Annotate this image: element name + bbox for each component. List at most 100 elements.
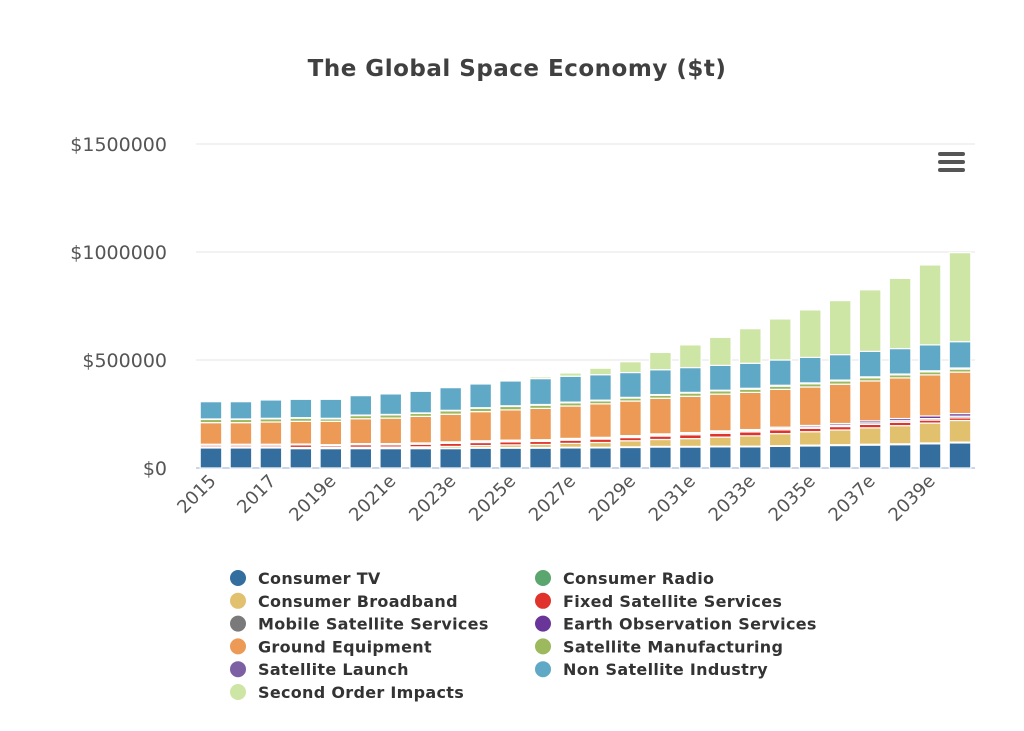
legend-item[interactable]: Second Order Impacts [230,683,464,702]
bar-non-satellite-industry[interactable] [948,341,972,369]
legend-item[interactable]: Earth Observation Services [535,615,817,634]
bar-ground-equipment[interactable] [439,413,463,443]
legend-item[interactable]: Mobile Satellite Services [230,615,489,634]
bar-consumer-broadband[interactable] [768,433,792,447]
bar-non-satellite-industry[interactable] [619,371,642,398]
bar-ground-equipment[interactable] [559,405,582,440]
bar-consumer-broadband[interactable] [798,431,822,446]
bar-ground-equipment[interactable] [948,371,972,415]
hamburger-menu-icon[interactable] [938,152,965,172]
bar-non-satellite-industry[interactable] [918,344,942,372]
bar-consumer-tv[interactable] [379,447,403,469]
bar-consumer-tv[interactable] [918,443,942,469]
bar-consumer-tv[interactable] [229,447,253,469]
legend-item[interactable]: Fixed Satellite Services [535,592,782,611]
bar-consumer-tv[interactable] [469,447,493,469]
legend-item[interactable]: Non Satellite Industry [535,660,768,679]
bar-consumer-tv[interactable] [409,447,433,469]
bar-consumer-tv[interactable] [259,447,283,469]
bar-consumer-tv[interactable] [738,446,762,469]
bar-consumer-broadband[interactable] [948,419,972,443]
bar-second-order-impacts[interactable] [559,372,582,377]
bar-second-order-impacts[interactable] [678,344,702,369]
bar-consumer-broadband[interactable] [619,440,642,448]
bar-non-satellite-industry[interactable] [768,359,792,386]
legend-item[interactable]: Consumer Radio [535,569,714,588]
bar-consumer-tv[interactable] [708,446,732,469]
bar-non-satellite-industry[interactable] [798,356,822,384]
bar-second-order-impacts[interactable] [619,361,642,374]
bar-non-satellite-industry[interactable] [439,387,463,411]
bar-ground-equipment[interactable] [589,403,612,438]
legend-item[interactable]: Ground Equipment [230,637,432,656]
bar-second-order-impacts[interactable] [738,328,762,364]
bar-consumer-broadband[interactable] [918,422,942,444]
bar-non-satellite-industry[interactable] [289,398,313,419]
bar-consumer-tv[interactable] [888,444,912,469]
bar-consumer-tv[interactable] [828,444,852,469]
bar-consumer-tv[interactable] [589,447,612,469]
bar-second-order-impacts[interactable] [529,376,552,380]
bar-non-satellite-industry[interactable] [678,366,702,393]
bar-non-satellite-industry[interactable] [858,350,882,378]
bar-ground-equipment[interactable] [738,391,762,431]
bar-non-satellite-industry[interactable] [828,354,852,381]
bar-ground-equipment[interactable] [199,422,223,445]
bar-ground-equipment[interactable] [858,380,882,422]
bar-ground-equipment[interactable] [678,395,702,434]
bar-consumer-tv[interactable] [349,447,373,469]
bar-non-satellite-industry[interactable] [649,369,672,396]
bar-second-order-impacts[interactable] [918,264,942,346]
legend-item[interactable]: Satellite Launch [230,660,409,679]
bar-non-satellite-industry[interactable] [589,374,612,401]
legend-item[interactable]: Satellite Manufacturing [535,637,783,656]
bar-non-satellite-industry[interactable] [738,362,762,389]
bar-ground-equipment[interactable] [259,421,283,445]
bar-ground-equipment[interactable] [409,415,433,444]
bar-consumer-tv[interactable] [948,442,972,469]
bar-non-satellite-industry[interactable] [559,375,582,403]
bar-consumer-tv[interactable] [199,447,223,469]
bar-ground-equipment[interactable] [349,418,373,445]
bar-consumer-tv[interactable] [678,446,702,469]
bar-consumer-broadband[interactable] [589,441,612,448]
bar-consumer-tv[interactable] [858,444,882,469]
bar-consumer-tv[interactable] [559,447,582,469]
bar-consumer-tv[interactable] [439,447,463,469]
bar-ground-equipment[interactable] [649,397,672,435]
legend-item[interactable]: Consumer Broadband [230,592,458,611]
bar-ground-equipment[interactable] [469,411,493,442]
bar-ground-equipment[interactable] [319,420,343,446]
bar-ground-equipment[interactable] [828,383,852,425]
bar-consumer-broadband[interactable] [678,438,702,447]
bar-ground-equipment[interactable] [529,407,552,441]
bar-ground-equipment[interactable] [768,388,792,428]
bar-consumer-broadband[interactable] [828,429,852,446]
bar-second-order-impacts[interactable] [798,309,822,359]
bar-second-order-impacts[interactable] [768,318,792,361]
bar-second-order-impacts[interactable] [948,252,972,343]
bar-consumer-broadband[interactable] [858,427,882,445]
bar-second-order-impacts[interactable] [828,300,852,356]
legend-item[interactable]: Consumer TV [230,569,381,588]
bar-second-order-impacts[interactable] [888,277,912,350]
bar-consumer-tv[interactable] [499,447,522,469]
bar-ground-equipment[interactable] [798,386,822,427]
bar-consumer-broadband[interactable] [738,435,762,447]
bar-non-satellite-industry[interactable] [199,401,223,420]
bar-ground-equipment[interactable] [499,409,522,441]
bar-second-order-impacts[interactable] [649,351,672,371]
bar-consumer-tv[interactable] [319,447,343,469]
bar-non-satellite-industry[interactable] [708,364,732,391]
bar-consumer-tv[interactable] [649,446,672,469]
bar-ground-equipment[interactable] [888,377,912,420]
bar-ground-equipment[interactable] [229,422,253,445]
bar-second-order-impacts[interactable] [589,367,612,376]
bar-non-satellite-industry[interactable] [349,395,373,416]
bar-non-satellite-industry[interactable] [469,383,493,409]
bar-non-satellite-industry[interactable] [409,390,433,414]
bar-ground-equipment[interactable] [379,417,403,445]
bar-consumer-broadband[interactable] [649,438,672,448]
bar-non-satellite-industry[interactable] [379,393,403,416]
bar-second-order-impacts[interactable] [499,379,522,382]
